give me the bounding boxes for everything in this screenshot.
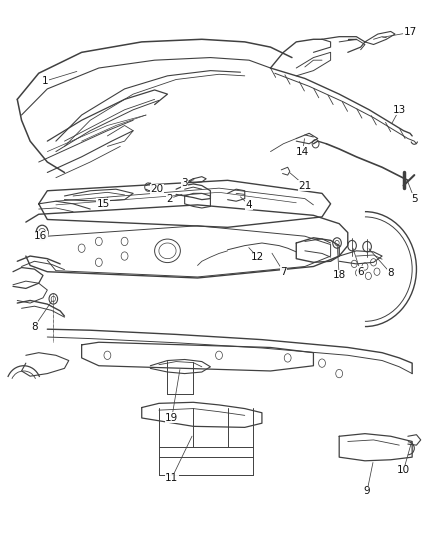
Text: 8: 8 bbox=[31, 321, 38, 332]
Text: 7: 7 bbox=[280, 266, 287, 277]
Text: 2: 2 bbox=[166, 193, 173, 204]
Text: 19: 19 bbox=[165, 413, 178, 423]
Text: 21: 21 bbox=[298, 181, 311, 190]
Text: 4: 4 bbox=[246, 200, 252, 210]
Text: 12: 12 bbox=[251, 252, 264, 262]
Text: 11: 11 bbox=[165, 473, 178, 483]
Text: 18: 18 bbox=[332, 270, 346, 280]
Text: 1: 1 bbox=[42, 76, 49, 86]
Text: 9: 9 bbox=[364, 486, 371, 496]
Text: 20: 20 bbox=[150, 184, 163, 194]
Text: 10: 10 bbox=[397, 465, 410, 475]
Text: 3: 3 bbox=[181, 178, 188, 188]
Text: 6: 6 bbox=[357, 266, 364, 277]
Text: 17: 17 bbox=[403, 28, 417, 37]
Text: 8: 8 bbox=[387, 268, 394, 278]
Text: 14: 14 bbox=[296, 147, 309, 157]
Text: 5: 5 bbox=[411, 193, 417, 204]
Text: 16: 16 bbox=[34, 231, 47, 241]
Text: 15: 15 bbox=[96, 199, 110, 209]
Text: 13: 13 bbox=[392, 105, 406, 115]
